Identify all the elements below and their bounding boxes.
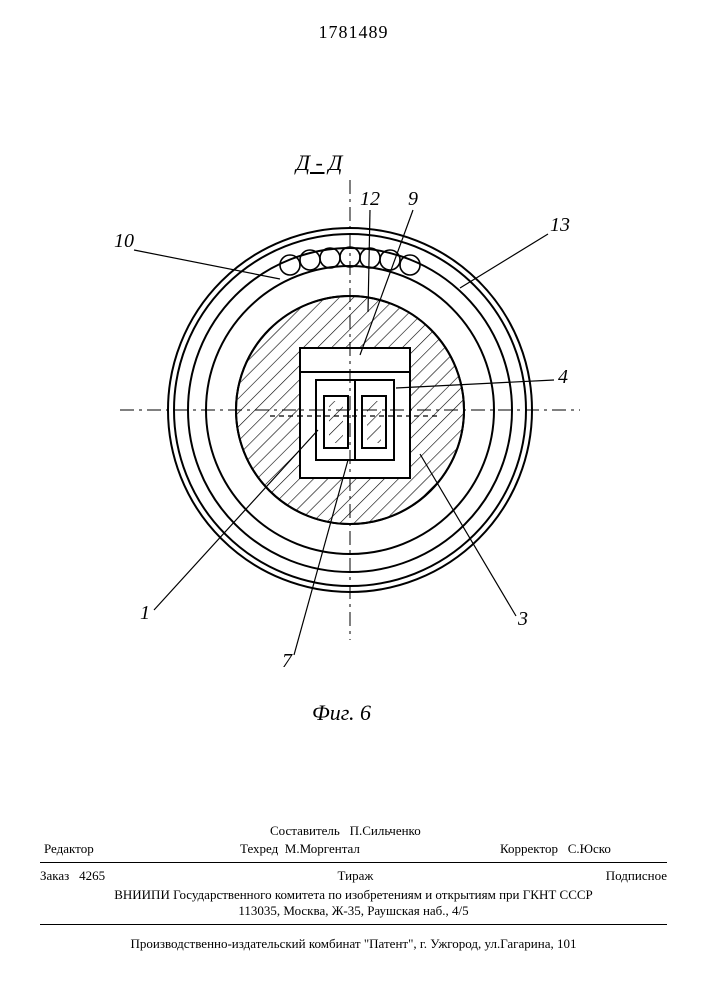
compiler-name: П.Сильченко bbox=[350, 823, 421, 838]
callout-3: 3 bbox=[518, 608, 528, 631]
callout-12: 12 bbox=[360, 188, 380, 211]
callout-4: 4 bbox=[558, 366, 568, 389]
callout-1: 1 bbox=[140, 602, 150, 625]
rule-2 bbox=[40, 924, 667, 925]
techred-name: М.Моргентал bbox=[285, 841, 360, 856]
order-label: Заказ bbox=[40, 868, 69, 883]
rule-1 bbox=[40, 862, 667, 863]
figure-caption: Фиг. 6 bbox=[312, 700, 371, 726]
org-line-1: ВНИИПИ Государственного комитета по изоб… bbox=[40, 886, 667, 904]
callout-10: 10 bbox=[114, 230, 134, 253]
footer-row-1: Заказ 4265 Тираж Подписное bbox=[40, 868, 667, 884]
corrector-line: Корректор С.Юско bbox=[500, 840, 611, 858]
compiler-line: Составитель П.Сильченко bbox=[270, 822, 421, 840]
order-value: 4265 bbox=[79, 868, 105, 883]
order: Заказ 4265 bbox=[40, 868, 105, 884]
podpisnoe: Подписное bbox=[606, 868, 667, 884]
callout-7: 7 bbox=[282, 650, 292, 673]
figure-drawing bbox=[0, 0, 707, 720]
callout-9: 9 bbox=[408, 188, 418, 211]
callout-13: 13 bbox=[550, 214, 570, 237]
org-line-2: 113035, Москва, Ж-35, Раушская наб., 4/5 bbox=[40, 902, 667, 920]
editor-label: Редактор bbox=[44, 840, 94, 858]
corrector-label: Корректор bbox=[500, 841, 558, 856]
corrector-name: С.Юско bbox=[568, 841, 611, 856]
printer-line: Производственно-издательский комбинат "П… bbox=[40, 936, 667, 952]
compiler-label: Составитель bbox=[270, 823, 340, 838]
techred-line: Техред М.Моргентал bbox=[240, 840, 360, 858]
techred-label: Техред bbox=[240, 841, 278, 856]
tirazh-label: Тираж bbox=[338, 868, 374, 884]
page: 1781489 Д - Д bbox=[0, 0, 707, 1000]
